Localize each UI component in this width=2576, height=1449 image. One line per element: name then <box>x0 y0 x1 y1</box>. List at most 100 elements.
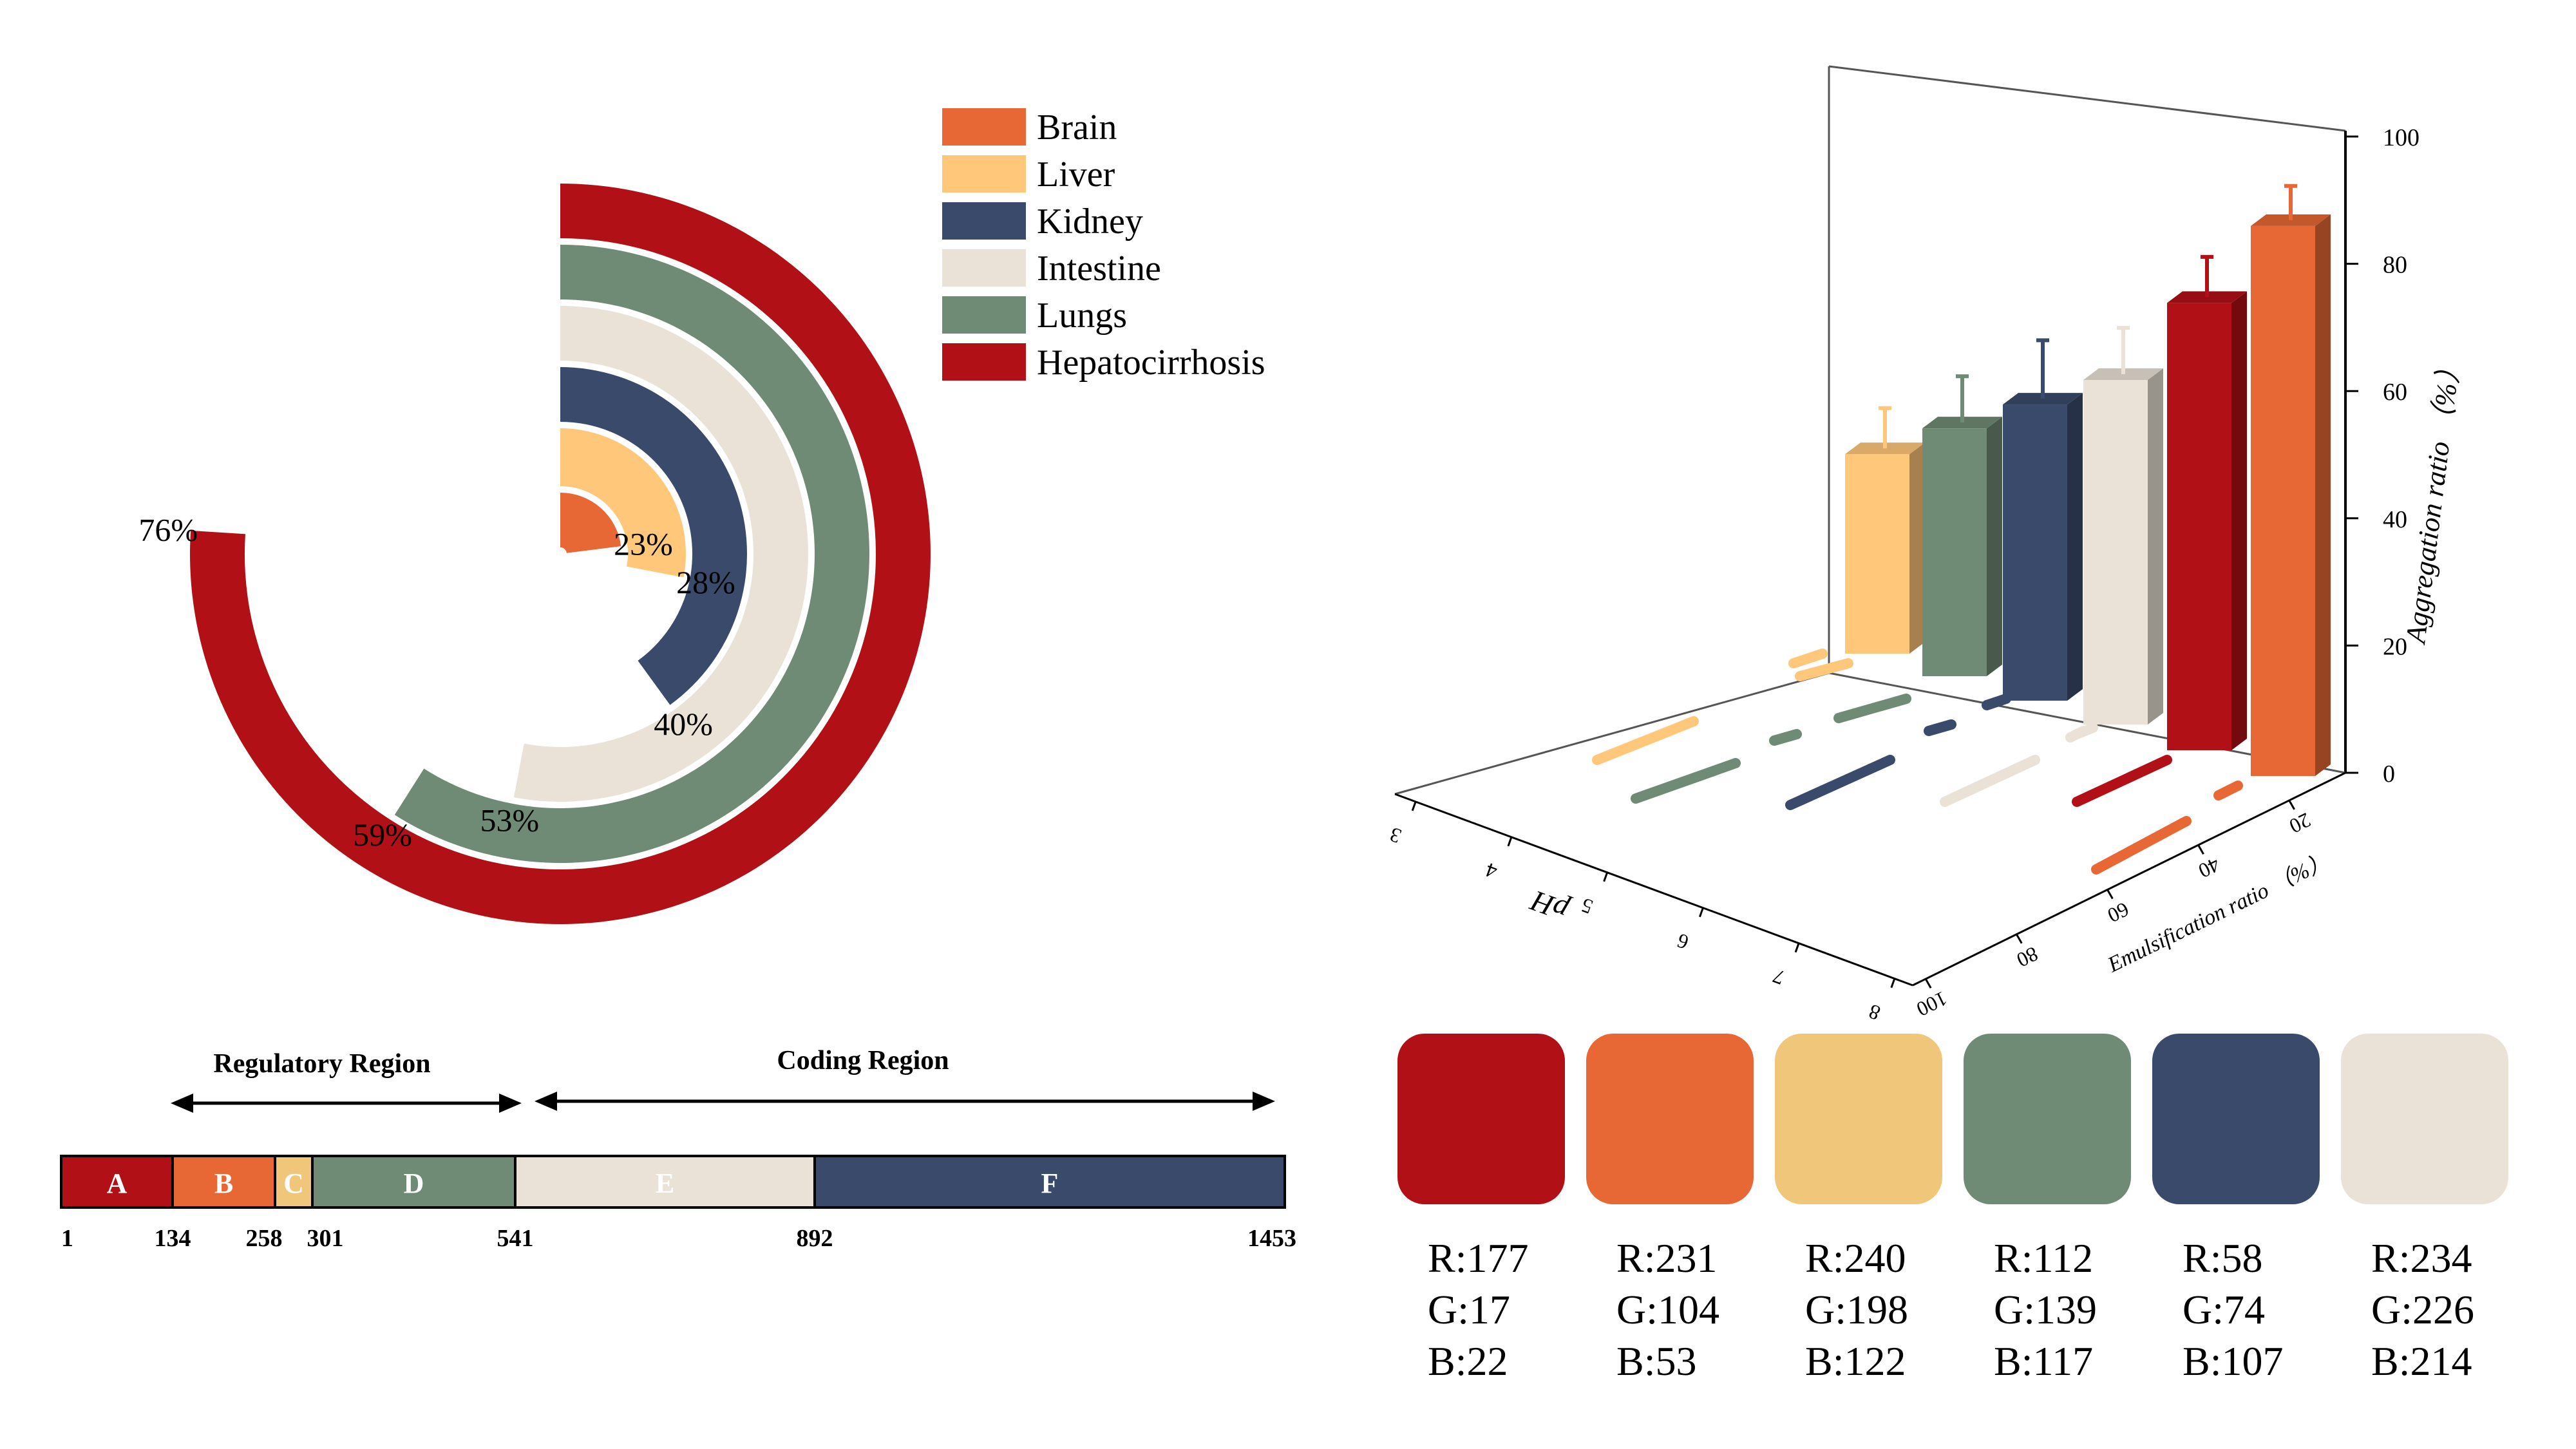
legend-swatch-lungs <box>942 296 1026 334</box>
bar-front-face <box>1922 428 1987 676</box>
ph-tick-mark <box>1411 801 1417 811</box>
floor-mark-liver <box>1788 649 1828 668</box>
floor-mark-hepatocirrhosis <box>2072 755 2172 807</box>
radial-value-label-lungs: 59% <box>353 817 412 853</box>
bar3d-liver <box>1845 406 1925 654</box>
bar3d-lungs <box>1922 374 2002 676</box>
emulsification-tick-mark <box>2015 934 2023 944</box>
color-palette: R:177 G:17 B:22 R:231 G:104 B:53 R:240 G:198 B:1… <box>1397 1034 2508 1384</box>
gene-position-label: 1 <box>61 1225 73 1252</box>
floor-mark-liver <box>1795 658 1853 681</box>
bar3d-x-axis-label: pH <box>1526 884 1575 928</box>
bar-side-face <box>2315 214 2331 776</box>
palette-b-value: B:117 <box>1994 1338 2093 1384</box>
floor-mark-brain <box>2213 781 2243 800</box>
ph-tick-label: 8 <box>1866 1000 1883 1025</box>
emulsification-tick-label: 20 <box>2286 808 2315 838</box>
legend-label-hepatocirrhosis: Hepatocirrhosis <box>1037 343 1265 383</box>
ph-tick-mark <box>1603 872 1609 882</box>
regulatory-region-arrow <box>171 1094 522 1113</box>
emulsification-tick-mark <box>1924 978 1932 989</box>
floor-mark-intestine <box>1940 755 2040 807</box>
ph-tick-mark <box>1507 837 1513 847</box>
palette-swatch-group: R:240 G:198 B:122 <box>1775 1034 1942 1384</box>
gene-segment-label-e: E <box>656 1168 674 1199</box>
palette-r-value: R:231 <box>1616 1235 1717 1281</box>
bar-front-face <box>2003 404 2067 701</box>
bar3d-brain <box>2251 184 2331 776</box>
palette-r-value: R:177 <box>1428 1235 1528 1281</box>
gene-position-label: 301 <box>307 1225 344 1252</box>
bar-front-face <box>1845 454 1909 654</box>
palette-swatch <box>1397 1034 1565 1204</box>
palette-g-value: G:17 <box>1428 1287 1510 1332</box>
palette-r-value: R:240 <box>1805 1235 1906 1281</box>
legend-label-liver: Liver <box>1037 155 1115 194</box>
bar3d-hepatocirrhosis <box>2167 254 2247 750</box>
z-tick-label: 20 <box>2383 633 2407 660</box>
palette-swatch <box>1775 1034 1942 1204</box>
bar-front-face <box>2167 303 2231 750</box>
legend-swatch-brain <box>942 108 1026 146</box>
emulsification-tick-label: 80 <box>2013 942 2042 972</box>
ph-tick-mark <box>1890 978 1896 989</box>
gene-segment-label-a: A <box>107 1168 128 1199</box>
palette-b-value: B:22 <box>1428 1338 1508 1384</box>
floor-mark-lungs <box>1769 729 1802 746</box>
palette-g-value: G:139 <box>1994 1287 2097 1332</box>
bar-side-face <box>2148 368 2163 724</box>
bar3d-frame-floor-back <box>1394 672 1830 795</box>
palette-swatch-group: R:112 G:139 B:117 <box>1964 1034 2131 1384</box>
z-tick-label: 0 <box>2383 761 2395 788</box>
coding-region-label: Coding Region <box>777 1046 949 1075</box>
gene-segment-label-d: D <box>404 1168 424 1199</box>
bar3d-frame-back-top <box>1828 65 2346 132</box>
palette-swatch <box>2152 1034 2320 1204</box>
bar-side-face <box>2067 393 2083 701</box>
ph-tick-label: 3 <box>1387 823 1404 848</box>
radial-value-label-kidney: 40% <box>654 706 713 742</box>
emulsification-tick-mark <box>2107 889 2114 900</box>
radial-value-label-liver: 28% <box>676 564 735 600</box>
palette-b-value: B:122 <box>1805 1338 1906 1384</box>
radial-bar-intestine <box>513 306 809 802</box>
z-tick-label: 100 <box>2383 124 2420 151</box>
ph-tick-mark <box>1698 907 1704 918</box>
floor-mark-lungs <box>1631 758 1741 804</box>
palette-swatch-group: R:58 G:74 B:107 <box>2152 1034 2320 1384</box>
palette-b-value: B:214 <box>2371 1338 2472 1384</box>
emulsification-tick-mark <box>2197 844 2204 855</box>
z-tick-label: 60 <box>2383 379 2407 406</box>
palette-g-value: G:74 <box>2183 1287 2265 1332</box>
emulsification-tick-label: 40 <box>2195 853 2224 883</box>
bar3d-bars <box>1845 184 2331 776</box>
palette-g-value: G:226 <box>2371 1287 2474 1332</box>
palette-b-value: B:107 <box>2183 1338 2283 1384</box>
emulsification-tick-label: 60 <box>2104 898 2133 927</box>
radial-bar-brain <box>560 493 621 553</box>
bar3d-intestine <box>2083 326 2163 724</box>
gene-position-label: 134 <box>155 1225 191 1252</box>
bar-side-face <box>1987 417 2002 676</box>
palette-r-value: R:234 <box>2371 1235 2472 1281</box>
palette-swatch <box>1586 1034 1754 1204</box>
floor-mark-kidney <box>1785 755 1895 810</box>
bar-front-face <box>2251 225 2315 776</box>
palette-swatch-group: R:234 G:226 B:214 <box>2341 1034 2508 1384</box>
gene-segment-label-b: B <box>214 1168 233 1199</box>
radial-bar-liver <box>560 428 686 578</box>
floor-mark-kidney <box>1924 719 1956 736</box>
legend-swatch-intestine <box>942 249 1026 287</box>
gene-position-labels: 1 134 258 301 541 892 1453 <box>61 1225 1296 1252</box>
palette-b-value: B:53 <box>1616 1338 1696 1384</box>
bar-side-face <box>1909 442 1925 654</box>
palette-g-value: G:198 <box>1805 1287 1908 1332</box>
radial-bar-kidney <box>560 367 747 705</box>
gene-segment-label-c: C <box>283 1168 304 1199</box>
palette-swatch-group: R:231 G:104 B:53 <box>1586 1034 1754 1384</box>
coding-region-arrow <box>535 1092 1275 1111</box>
gene-segment-d <box>311 1155 516 1209</box>
gene-position-label: 892 <box>797 1225 833 1252</box>
bar3d-kidney <box>2003 338 2083 701</box>
